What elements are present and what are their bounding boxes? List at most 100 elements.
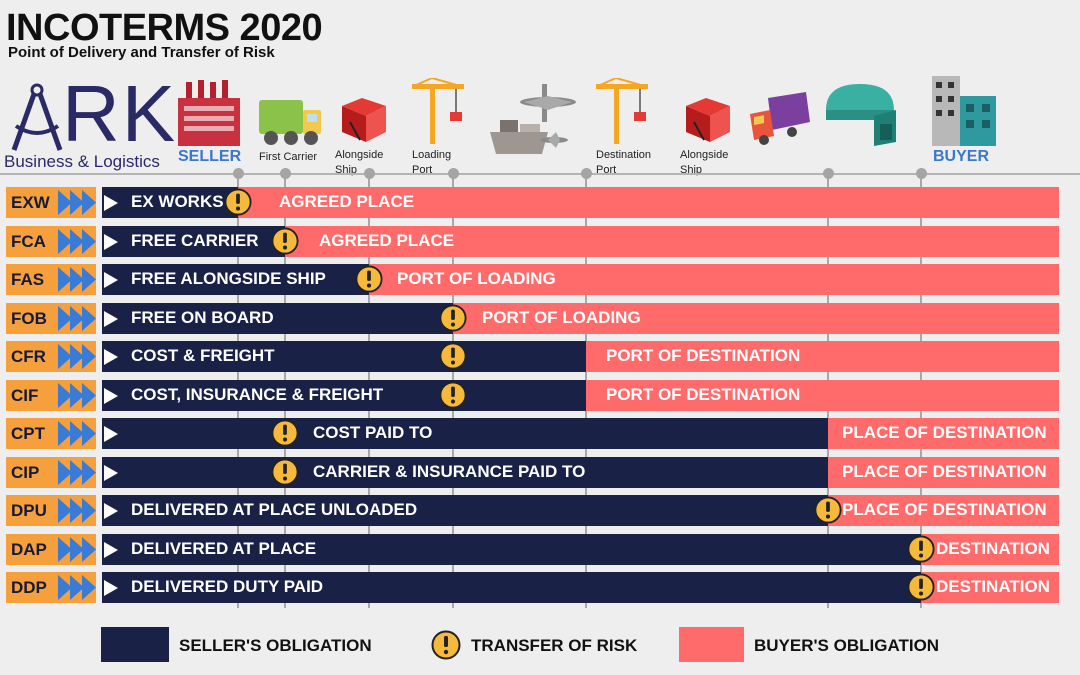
warning-icon [431,630,461,660]
term-code: DDP [6,572,56,603]
stage-label-seller: SELLER [178,148,242,165]
legend-risk-label: TRANSFER OF RISK [471,636,638,655]
truck-icon [259,100,321,145]
seller-obligation-bar [102,379,586,411]
incoterm-row: CPT COST PAID TO PLACE OF DESTINATION [0,417,1080,451]
buyer-destination-label: AGREED PLACE [279,192,415,211]
seller-obligation-bar [102,572,921,603]
timeline-dot [580,168,592,179]
chevron-right-icon [56,341,96,372]
chevron-right-icon [56,495,96,526]
term-name: CARRIER & INSURANCE PAID TO [313,461,586,481]
buyer-obligation-bar [453,302,1059,334]
term-code: DAP [6,533,56,565]
play-arrow-icon [104,195,118,211]
play-arrow-icon [104,426,118,442]
chevron-right-icon [56,572,96,603]
term-name: DELIVERED AT PLACE [131,538,317,558]
term-name: COST PAID TO [313,423,433,442]
term-name: FREE ON BOARD [131,307,274,327]
term-name: EX WORKS [131,192,224,211]
buyer-destination-label: PORT OF DESTINATION [606,346,801,365]
buyer-destination-label: PORT OF LOADING [482,307,641,327]
seller-obligation-bar [102,225,285,257]
incoterm-row: CIF COST, INSURANCE & FREIGHT PORT OF DEST… [0,379,1080,413]
buyer-destination-label: DESTINATION [936,577,1050,596]
buyer-obligation-bar [828,495,1059,526]
term-name: FREE ALONGSIDE SHIP [131,269,326,288]
chevron-right-icon [56,379,96,411]
page-subtitle: Point of Delivery and Transfer of Risk [8,44,275,61]
legend-buyer-label: BUYER'S OBLIGATION [754,636,940,655]
warning-icon [271,457,299,486]
timeline-line [0,173,1080,175]
timeline-dot [822,168,834,179]
seller-obligation-bar [102,302,453,334]
buyer-obligation-bar [285,225,1059,257]
cargo-box-icon [342,98,386,142]
warning-icon [907,534,935,563]
term-name: DELIVERED DUTY PAID [131,577,324,596]
timeline-dot [232,168,244,179]
ship-and-plane-icon [490,84,576,154]
warning-icon [355,265,383,293]
warning-icon [271,419,299,447]
seller-obligation-bar [102,418,828,449]
factory-icon [178,80,240,146]
timeline-dot [363,168,375,179]
term-code: EXW [6,187,56,218]
port-crane-icon [596,78,648,144]
warning-icon [907,573,935,601]
incoterm-row: FOB FREE ON BOARD PORT OF LOADING [0,302,1080,336]
legend-seller-label: SELLER'S OBLIGATION [179,636,372,655]
play-arrow-icon [104,580,118,596]
incoterm-row: DPU DELIVERED AT PLACE UNLOADED PLACE OF D… [0,494,1080,528]
warehouse-icon [826,84,896,146]
logo-tagline: Business & Logistics [4,152,160,171]
warning-icon [439,342,467,370]
play-arrow-icon [104,541,118,558]
chevron-right-icon [56,418,96,449]
play-arrow-icon [104,503,118,519]
seller-obligation-bar [102,187,238,218]
play-arrow-icon [104,310,118,327]
stage-label-buyer: BUYER [933,148,990,165]
port-crane-icon [412,78,464,144]
incoterm-row: CFR COST & FREIGHT PORT OF DESTINATION [0,340,1080,374]
chevron-right-icon [56,187,96,218]
page-title: INCOTERMS 2020 [6,7,323,49]
lorry-icon [750,92,810,145]
buyer-obligation-bar [369,264,1059,295]
cargo-box-icon [686,98,730,142]
seller-obligation-bar [102,456,828,488]
play-arrow-icon [104,387,118,404]
term-name: COST, INSURANCE & FREIGHT [131,384,384,404]
buyer-destination-label: PLACE OF DESTINATION [842,423,1047,442]
buyer-destination-label: PLACE OF DESTINATION [842,461,1047,481]
incoterm-row: FCA FREE CARRIER AGREED PLACE [0,225,1080,259]
seller-obligation-bar [102,533,921,565]
term-code: CFR [6,341,56,372]
chevron-right-icon [56,456,96,488]
play-arrow-icon [104,464,118,481]
incoterm-row: EXW EX WORKS AGREED PLACE [0,186,1080,220]
incoterm-row: DDP DELIVERED DUTY PAID DESTINATION [0,571,1080,605]
seller-obligation-bar [102,341,586,372]
chevron-right-icon [56,225,96,257]
warning-icon [439,380,467,409]
seller-obligation-bar [102,495,828,526]
incoterm-row: DAP DELIVERED AT PLACE DESTINATION [0,533,1080,567]
warning-icon [439,303,467,332]
timeline-dot [915,168,927,179]
timeline-dot [279,168,291,179]
buyer-obligation-bar [586,379,1059,411]
logo-letters: RK [62,69,178,158]
term-name: FREE CARRIER [131,230,259,250]
term-name: DELIVERED AT PLACE UNLOADED [131,500,418,519]
chevron-right-icon [56,533,96,565]
buyer-destination-label: PLACE OF DESTINATION [842,500,1047,519]
term-code: FAS [6,264,56,295]
buyer-obligation-bar [828,418,1059,449]
timeline-dot [447,168,459,179]
term-name: COST & FREIGHT [131,346,275,365]
